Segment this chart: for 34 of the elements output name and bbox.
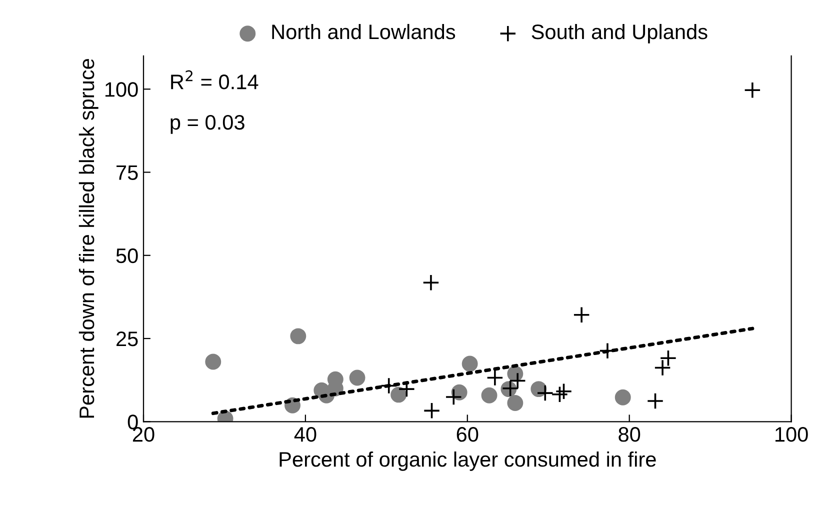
y-tick-label: 25 (116, 332, 138, 346)
point (205, 354, 222, 370)
point (462, 356, 478, 372)
y-tick-label: 0 (128, 414, 138, 430)
point (507, 395, 524, 411)
point (290, 328, 306, 344)
point (349, 370, 366, 386)
point (573, 306, 590, 324)
x-tick-label: 100 (776, 427, 808, 442)
point (422, 274, 440, 292)
point (614, 389, 631, 406)
y-tick-label: 75 (116, 165, 138, 180)
point (423, 402, 440, 420)
point (536, 384, 554, 402)
legend-label: South and Uplands (532, 24, 708, 44)
y-tick-label: 100 (105, 82, 138, 97)
point (744, 82, 761, 99)
y-axis-title: Percent down of fire killed black spruce (78, 59, 98, 418)
x-tick-label: 40 (294, 427, 316, 442)
point (486, 369, 504, 386)
point (481, 387, 498, 404)
point (551, 386, 568, 403)
annotation: p = 0.03 (170, 114, 244, 134)
annotation: R$^{2}$ = 0.14 (171, 70, 258, 90)
point (646, 392, 664, 410)
x-tick-label: 60 (456, 427, 478, 442)
legend-label: North and Lowlands (272, 24, 456, 40)
point (445, 388, 462, 406)
x-axis-title: Percent of organic layer consumed in fire (280, 451, 656, 471)
y-tick-label: 50 (116, 248, 138, 264)
point (555, 382, 572, 400)
x-tick-label: 20 (132, 427, 154, 442)
point (390, 386, 407, 403)
x-tick-label: 80 (618, 427, 640, 442)
